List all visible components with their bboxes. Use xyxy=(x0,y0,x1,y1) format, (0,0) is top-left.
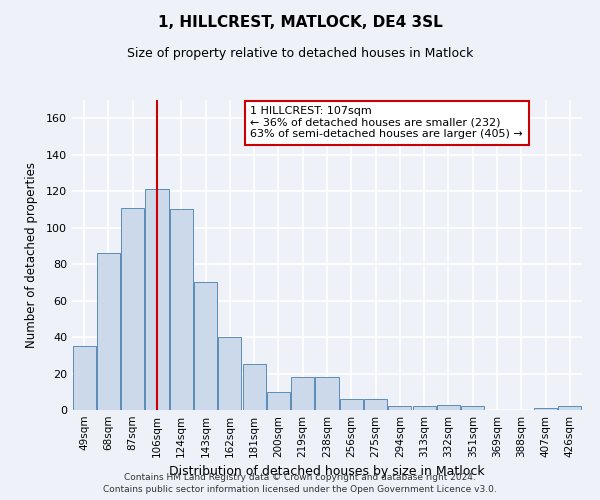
Text: Contains HM Land Registry data © Crown copyright and database right 2024.: Contains HM Land Registry data © Crown c… xyxy=(124,472,476,482)
Bar xyxy=(194,282,217,410)
Bar xyxy=(291,377,314,410)
Bar xyxy=(461,406,484,410)
X-axis label: Distribution of detached houses by size in Matlock: Distribution of detached houses by size … xyxy=(169,466,485,478)
Bar xyxy=(437,404,460,410)
Bar xyxy=(340,399,363,410)
Text: 1 HILLCREST: 107sqm
← 36% of detached houses are smaller (232)
63% of semi-detac: 1 HILLCREST: 107sqm ← 36% of detached ho… xyxy=(251,106,523,140)
Bar xyxy=(316,377,338,410)
Text: Contains public sector information licensed under the Open Government Licence v3: Contains public sector information licen… xyxy=(103,485,497,494)
Bar xyxy=(388,406,412,410)
Bar xyxy=(218,337,241,410)
Bar xyxy=(242,364,266,410)
Text: 1, HILLCREST, MATLOCK, DE4 3SL: 1, HILLCREST, MATLOCK, DE4 3SL xyxy=(158,15,442,30)
Bar xyxy=(559,406,581,410)
Bar xyxy=(170,210,193,410)
Bar xyxy=(364,399,387,410)
Text: Size of property relative to detached houses in Matlock: Size of property relative to detached ho… xyxy=(127,48,473,60)
Bar xyxy=(267,392,290,410)
Bar xyxy=(97,253,120,410)
Bar xyxy=(73,346,95,410)
Bar xyxy=(534,408,557,410)
Bar xyxy=(413,406,436,410)
Bar xyxy=(145,190,169,410)
Y-axis label: Number of detached properties: Number of detached properties xyxy=(25,162,38,348)
Bar xyxy=(121,208,144,410)
